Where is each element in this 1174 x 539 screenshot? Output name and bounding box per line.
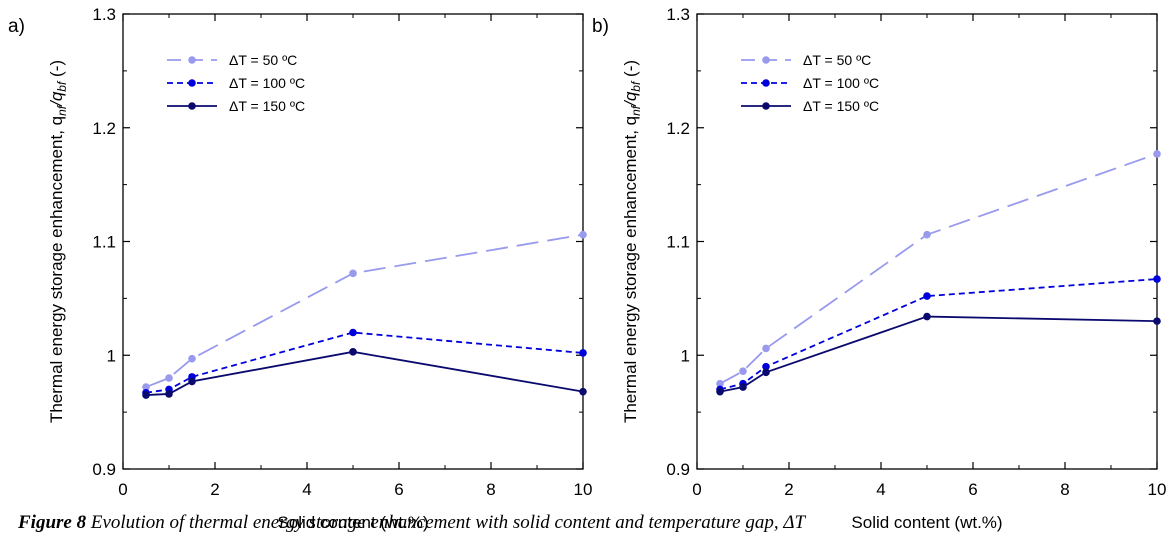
caption-text: Evolution of thermal energy storage enha… (90, 512, 806, 533)
data-point (579, 230, 587, 239)
x-tick-label: 4 (876, 480, 885, 499)
data-point (142, 391, 150, 399)
legend-label: ΔT = 150 ºC (803, 98, 879, 114)
y-tick-label: 1.2 (92, 119, 116, 138)
y-tick-label: 1 (107, 346, 116, 365)
legend-marker (762, 102, 770, 110)
data-point (579, 387, 587, 396)
data-point (923, 230, 931, 239)
y-tick-label: 0.9 (666, 460, 690, 479)
y-axis-label-sub-bf: bf (629, 80, 643, 92)
series-line (145, 233, 584, 388)
data-point (349, 269, 357, 278)
y-axis-label-unit: (-) (47, 60, 66, 82)
legend-label: ΔT = 50 ºC (229, 52, 297, 68)
y-axis-label: Thermal energy storage enhancement, qnf/… (621, 60, 643, 423)
y-axis-label-sub-bf: bf (55, 80, 69, 92)
data-point (923, 292, 931, 300)
legend-label: ΔT = 50 ºC (803, 52, 871, 68)
y-axis-label-slash-q: /q (621, 91, 640, 107)
data-point (716, 379, 724, 388)
data-point (579, 349, 587, 357)
series-2 (716, 275, 1161, 394)
y-axis-label-text: Thermal energy storage enhancement, q (47, 116, 66, 423)
x-tick-label: 2 (784, 480, 793, 499)
legend-marker (188, 79, 196, 87)
data-point (716, 387, 724, 396)
x-axis-label: Solid content (wt.%) (851, 513, 1002, 532)
series-3 (716, 312, 1161, 396)
y-tick-label: 0.9 (92, 460, 116, 479)
figure-caption: Figure 8 Evolution of thermal energy sto… (18, 512, 1168, 539)
y-axis-label-sub-nf: nf (55, 104, 69, 116)
y-tick-label: 1.1 (666, 233, 690, 252)
panel-label: a) (8, 16, 25, 37)
legend-marker (188, 56, 196, 64)
x-tick-label: 10 (574, 480, 593, 499)
y-axis-label-unit: (-) (621, 60, 640, 82)
x-tick-label: 10 (1148, 480, 1167, 499)
x-axis-label: Solid content (wt.%) (277, 513, 428, 532)
x-tick-label: 0 (118, 480, 127, 499)
data-point (165, 374, 173, 382)
data-point (349, 348, 357, 356)
x-tick-label: 6 (394, 480, 403, 499)
data-point (739, 383, 747, 391)
data-point (762, 362, 770, 371)
legend-marker (762, 79, 770, 87)
series-2 (142, 328, 587, 397)
y-axis-label-text: Thermal energy storage enhancement, q (621, 116, 640, 423)
y-axis-label: Thermal energy storage enhancement, qnf/… (47, 60, 69, 423)
data-point (923, 312, 931, 321)
series-1 (142, 230, 587, 391)
chart-panel-b: 0 2 4 6 8 10 0.9 1 1.1 1.2 1.3 b) Solid content (wt.… (592, 5, 1166, 532)
y-tick-label: 1.3 (666, 5, 690, 24)
legend-label: ΔT = 150 ºC (229, 98, 305, 114)
data-point (1153, 317, 1161, 325)
y-tick-label: 1.3 (92, 5, 116, 24)
panel-label: b) (592, 16, 609, 37)
data-point (142, 383, 150, 391)
x-tick-label: 0 (692, 480, 701, 499)
series-line (145, 331, 584, 394)
x-tick-label: 8 (1060, 480, 1069, 499)
data-point (739, 367, 747, 375)
data-point (1153, 150, 1161, 158)
series-3 (142, 348, 587, 399)
data-point (762, 368, 770, 377)
legend: ΔT = 50 ºC ΔT = 100 ºC ΔT = 150 ºC (167, 52, 305, 114)
y-axis-label-slash-q: /q (47, 91, 66, 107)
y-tick-label: 1.2 (666, 119, 690, 138)
x-tick-label: 2 (210, 480, 219, 499)
caption-label: Figure 8 (18, 512, 87, 533)
series-line (719, 153, 1158, 385)
series-1 (716, 150, 1161, 388)
data-point (165, 390, 173, 398)
x-tick-label: 6 (968, 480, 977, 499)
series-line (145, 350, 584, 396)
chart-panel-a: 0 2 4 6 8 10 0.9 1 1.1 1.2 1.3 a) Solid content (wt.… (8, 5, 592, 532)
data-point (762, 344, 770, 353)
data-point (349, 328, 357, 337)
y-tick-label: 1 (681, 346, 690, 365)
legend-marker (762, 56, 770, 64)
legend-label: ΔT = 100 ºC (803, 75, 879, 91)
x-tick-label: 8 (486, 480, 495, 499)
data-point (188, 377, 196, 386)
data-point (188, 354, 196, 363)
series-line (719, 315, 1158, 393)
legend-label: ΔT = 100 ºC (229, 75, 305, 91)
legend-marker (188, 102, 196, 110)
data-point (1153, 275, 1161, 283)
legend: ΔT = 50 ºC ΔT = 100 ºC ΔT = 150 ºC (741, 52, 879, 114)
y-tick-label: 1.1 (92, 233, 116, 252)
y-axis-label-sub-nf: nf (629, 104, 643, 116)
x-tick-label: 4 (302, 480, 311, 499)
